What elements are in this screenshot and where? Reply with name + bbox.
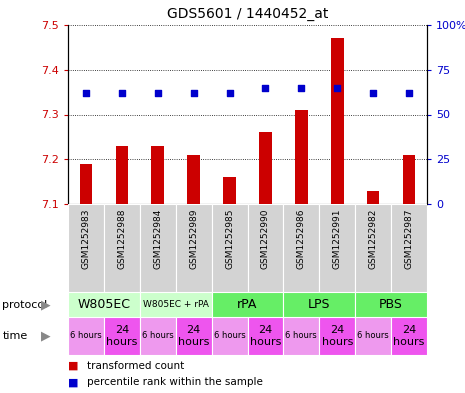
Bar [212,292,283,317]
Point [298,84,305,91]
Bar [212,317,247,355]
Point [405,90,413,96]
Bar [187,155,200,204]
Bar [68,317,104,355]
Bar [283,292,355,317]
Bar [223,177,236,204]
Bar [212,204,247,292]
Bar [140,204,176,292]
Bar [259,132,272,204]
Text: 24
hours: 24 hours [250,325,281,347]
Bar [319,204,355,292]
Bar [283,204,319,292]
Text: 6 hours: 6 hours [214,332,246,340]
Bar [104,204,140,292]
Text: W805EC: W805EC [77,298,130,311]
Point [154,90,161,96]
Text: GSM1252986: GSM1252986 [297,208,306,269]
Point [82,90,90,96]
Bar [367,191,379,204]
Point [118,90,126,96]
Bar [391,317,427,355]
Text: 24
hours: 24 hours [393,325,425,347]
Text: 6 hours: 6 hours [70,332,102,340]
Text: ■: ■ [68,377,79,387]
Bar [140,317,176,355]
Text: transformed count: transformed count [86,361,184,371]
Bar [391,204,427,292]
Point [369,90,377,96]
Text: GSM1252988: GSM1252988 [117,208,126,269]
Text: GSM1252984: GSM1252984 [153,208,162,269]
Bar [116,146,128,204]
Bar [176,204,212,292]
Bar [403,155,415,204]
Text: GSM1252991: GSM1252991 [333,208,342,269]
Text: percentile rank within the sample: percentile rank within the sample [86,377,262,387]
Bar [140,292,212,317]
Text: GSM1252982: GSM1252982 [369,208,378,269]
Text: GSM1252990: GSM1252990 [261,208,270,269]
Bar [319,317,355,355]
Text: GSM1252983: GSM1252983 [81,208,91,269]
Bar [176,317,212,355]
Bar [247,204,283,292]
Text: 6 hours: 6 hours [357,332,389,340]
Text: 6 hours: 6 hours [286,332,317,340]
Text: PBS: PBS [379,298,403,311]
Point [226,90,233,96]
Text: LPS: LPS [308,298,331,311]
Text: protocol: protocol [2,299,47,310]
Bar [152,146,164,204]
Bar [68,204,104,292]
Text: GSM1252987: GSM1252987 [405,208,413,269]
Text: 24
hours: 24 hours [106,325,138,347]
Point [190,90,197,96]
Text: ▶: ▶ [41,329,51,343]
Text: 6 hours: 6 hours [142,332,173,340]
Text: rPA: rPA [237,298,258,311]
Bar [68,292,140,317]
Bar [283,317,319,355]
Bar [80,164,92,204]
Text: ▶: ▶ [41,298,51,311]
Bar [355,317,391,355]
Bar [331,39,344,204]
Text: W805EC + rPA: W805EC + rPA [143,300,209,309]
Point [262,84,269,91]
Bar [355,204,391,292]
Bar [247,317,283,355]
Text: ■: ■ [68,361,79,371]
Text: 24
hours: 24 hours [178,325,209,347]
Text: GSM1252989: GSM1252989 [189,208,198,269]
Bar [295,110,308,204]
Point [333,84,341,91]
Text: GSM1252985: GSM1252985 [225,208,234,269]
Text: 24
hours: 24 hours [322,325,353,347]
Bar [355,292,427,317]
Title: GDS5601 / 1440452_at: GDS5601 / 1440452_at [167,7,328,21]
Bar [104,317,140,355]
Text: time: time [2,331,27,341]
